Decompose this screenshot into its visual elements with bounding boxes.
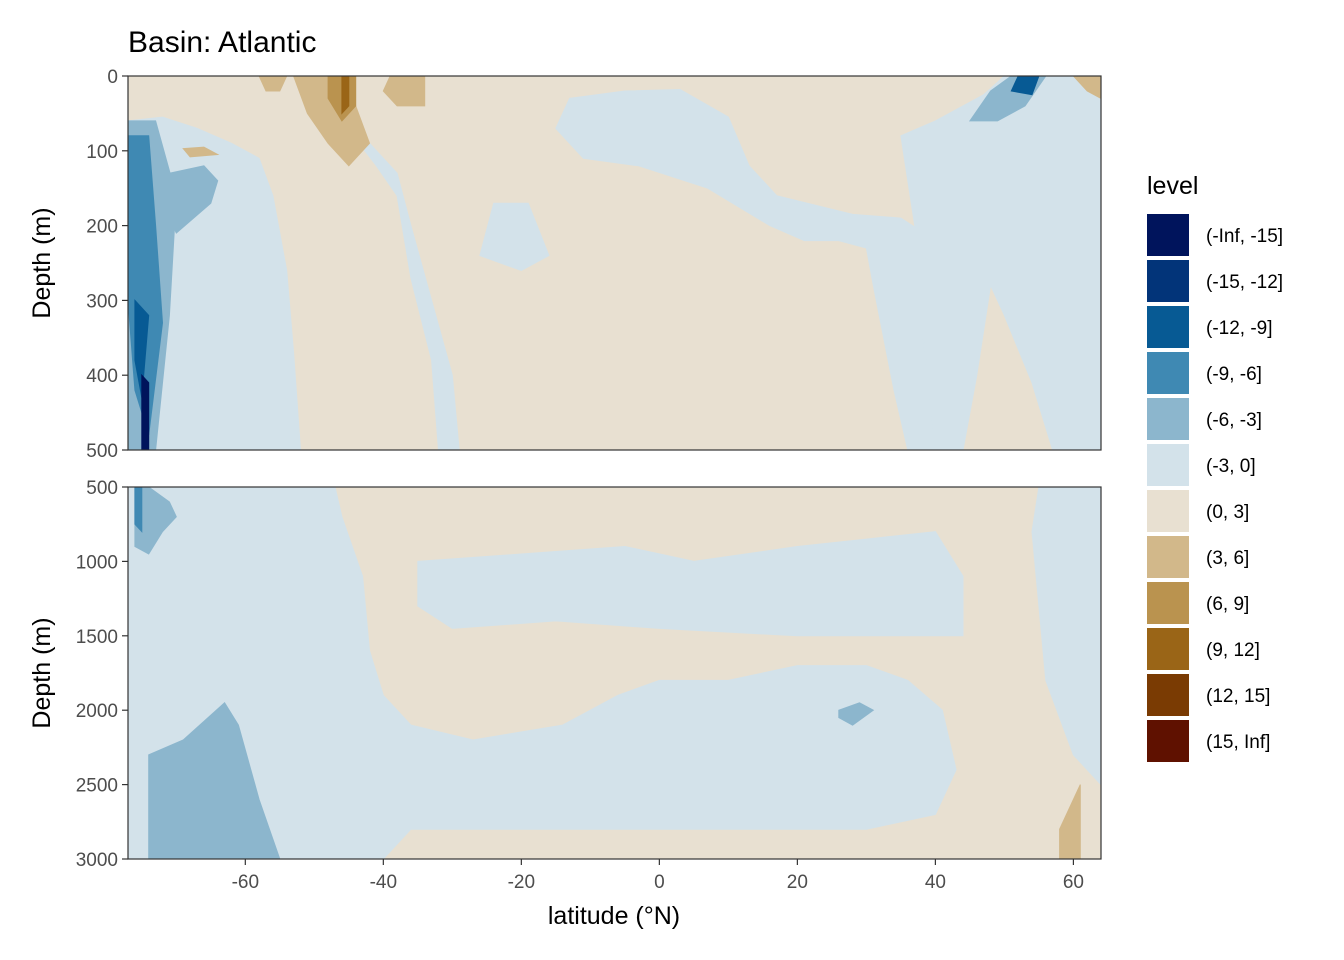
y-tick-label: 0 [107,67,118,88]
legend-key [1147,674,1189,716]
legend-key [1147,490,1189,532]
x-tick-label: -40 [370,872,397,893]
y-axis-title-lower: Depth (m) [28,617,56,728]
legend-key [1147,398,1189,440]
y-tick-label: 200 [86,217,118,238]
legend-title: level [1147,172,1198,200]
x-axis-title: latitude (°N) [548,902,680,930]
x-tick-label: 60 [1063,872,1084,893]
legend: level (-Inf, -15] (-15, -12] (-12, -9] (-9,… [1147,172,1283,762]
y-tick-label: 100 [86,142,118,163]
legend-key [1147,260,1189,302]
contour-region [1072,76,1101,99]
legend-label: (-3, 0] [1206,456,1256,477]
contour-region [182,146,220,158]
x-tick-label: -20 [508,872,535,893]
x-tick-label: 0 [654,872,665,893]
lower-panel-border [127,486,1102,860]
y-tick-label: 2500 [76,776,118,797]
x-tick-label: 40 [925,872,946,893]
legend-key [1147,444,1189,486]
lower-contours [128,487,1101,859]
legend-key [1147,352,1189,394]
legend-key [1147,720,1189,762]
contour-region [900,76,1101,450]
legend-key [1147,214,1189,256]
y-tick-label: 500 [86,441,118,462]
legend-label: (-Inf, -15] [1206,226,1283,247]
contour-region [555,88,950,450]
legend-key [1147,306,1189,348]
contour-region [161,165,219,234]
contour-region [141,373,150,450]
y-axis-title-upper: Depth (m) [28,207,56,318]
x-tick-label: 20 [787,872,808,893]
legend-label: (9, 12] [1206,640,1260,661]
legend-label: (6, 9] [1206,594,1249,615]
y-tick-label: 300 [86,291,118,312]
legend-label: (-9, -6] [1206,364,1262,385]
upper-contours [128,76,1101,450]
legend-label: (15, Inf] [1206,732,1270,753]
contour-region [382,76,426,107]
legend-label: (-6, -3] [1206,410,1262,431]
legend-key [1147,536,1189,578]
contour-region [128,487,957,859]
contour-region [341,76,350,115]
legend-label: (-15, -12] [1206,272,1283,293]
y-tick-label: 2000 [76,701,118,722]
lower-panel [127,486,1102,860]
legend-label: (-12, -9] [1206,318,1273,339]
axes: 010020030040050050010001500200025003000-… [76,67,1084,893]
contour-region [1010,76,1040,96]
contour-region [838,702,875,726]
contour-region [341,120,460,450]
contour-region [479,202,550,272]
legend-key [1147,582,1189,624]
contour-region [417,531,964,637]
contour-region [148,702,281,859]
contour-region [134,487,177,555]
y-tick-label: 3000 [76,850,118,871]
page-title: Basin: Atlantic [128,26,317,59]
y-tick-label: 1000 [76,552,118,573]
y-tick-label: 400 [86,366,118,387]
legend-label: (3, 6] [1206,548,1249,569]
contour-region [258,76,288,92]
legend-label: (12, 15] [1206,686,1270,707]
y-tick-label: 1500 [76,627,118,648]
legend-label: (0, 3] [1206,502,1249,523]
upper-panel [127,75,1102,451]
contour-region [1059,784,1081,859]
legend-key [1147,628,1189,670]
contour-region [134,487,143,533]
x-tick-label: -60 [232,872,259,893]
upper-panel-border [127,75,1102,451]
y-tick-label: 500 [86,478,118,499]
contour-region [1031,487,1101,786]
